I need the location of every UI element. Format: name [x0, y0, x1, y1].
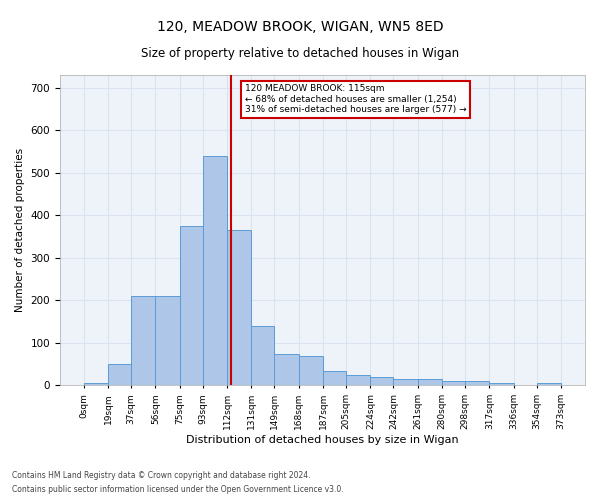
- Bar: [346, 375, 370, 386]
- Text: Contains HM Land Registry data © Crown copyright and database right 2024.: Contains HM Land Registry data © Crown c…: [12, 470, 311, 480]
- Text: Contains public sector information licensed under the Open Government Licence v3: Contains public sector information licen…: [12, 486, 344, 494]
- Bar: [370, 377, 394, 386]
- Y-axis label: Number of detached properties: Number of detached properties: [15, 148, 25, 312]
- Bar: [227, 230, 251, 386]
- Bar: [490, 384, 514, 386]
- Bar: [323, 370, 346, 386]
- Bar: [465, 381, 490, 386]
- Text: Size of property relative to detached houses in Wigan: Size of property relative to detached ho…: [141, 48, 459, 60]
- Bar: [394, 379, 418, 386]
- Bar: [251, 326, 274, 386]
- Bar: [274, 354, 299, 386]
- Bar: [537, 384, 561, 386]
- Bar: [203, 156, 227, 386]
- Bar: [84, 384, 108, 386]
- Bar: [442, 381, 465, 386]
- Bar: [299, 356, 323, 386]
- X-axis label: Distribution of detached houses by size in Wigan: Distribution of detached houses by size …: [186, 435, 459, 445]
- Bar: [108, 364, 131, 386]
- Bar: [131, 296, 155, 386]
- Text: 120 MEADOW BROOK: 115sqm
← 68% of detached houses are smaller (1,254)
31% of sem: 120 MEADOW BROOK: 115sqm ← 68% of detach…: [245, 84, 466, 114]
- Bar: [180, 226, 203, 386]
- Text: 120, MEADOW BROOK, WIGAN, WN5 8ED: 120, MEADOW BROOK, WIGAN, WN5 8ED: [157, 20, 443, 34]
- Bar: [155, 296, 180, 386]
- Bar: [418, 379, 442, 386]
